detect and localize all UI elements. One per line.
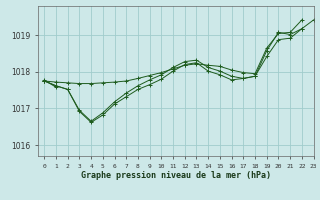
X-axis label: Graphe pression niveau de la mer (hPa): Graphe pression niveau de la mer (hPa) — [81, 171, 271, 180]
